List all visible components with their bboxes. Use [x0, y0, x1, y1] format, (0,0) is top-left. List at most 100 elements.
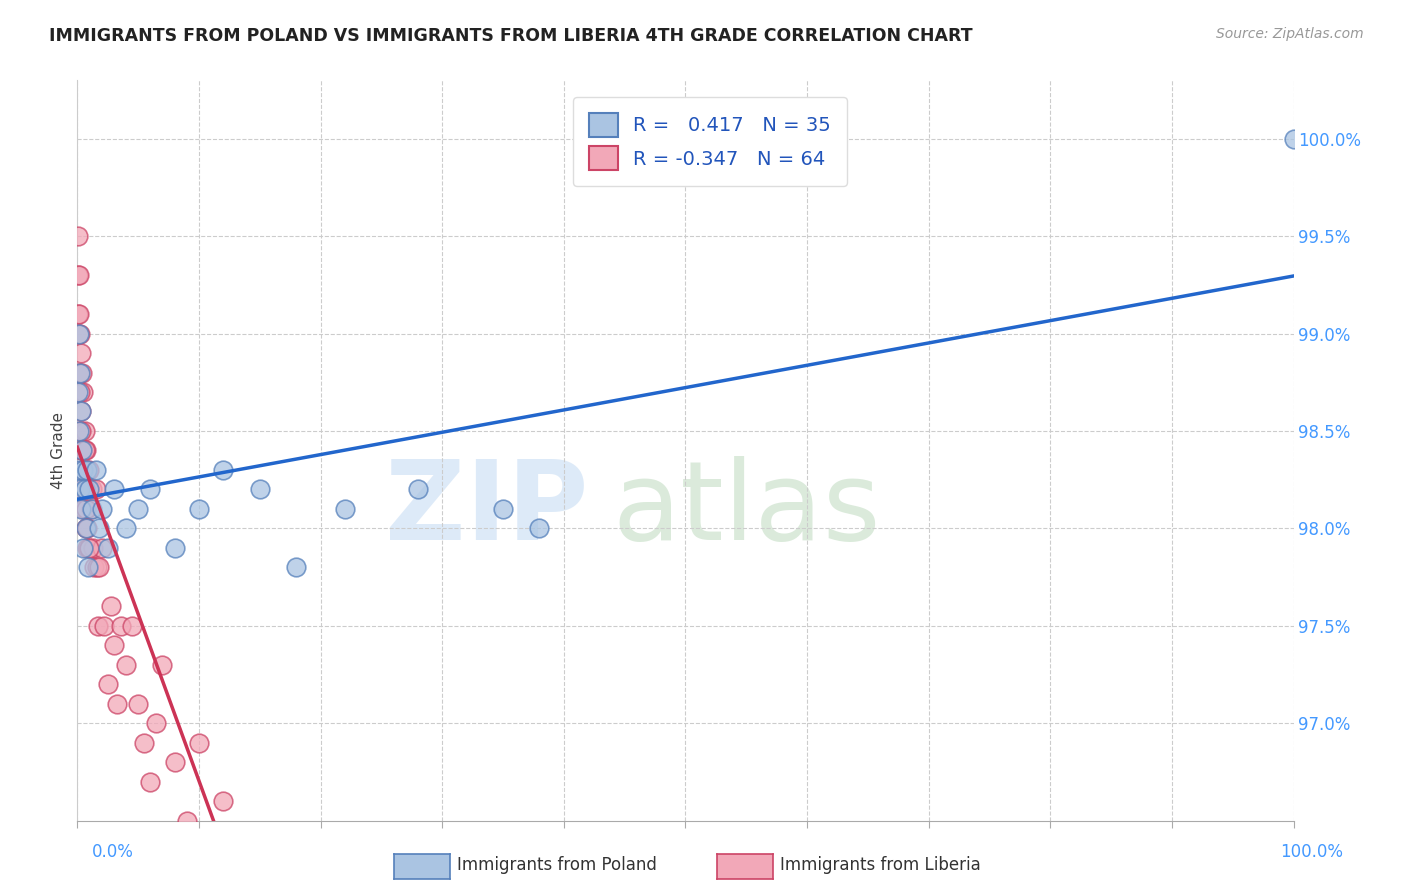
Point — [70, 443, 93, 458]
Point — [212, 794, 235, 808]
Point — [70, 443, 93, 458]
Point — [176, 814, 198, 828]
Point — [73, 483, 96, 497]
Point — [72, 463, 94, 477]
Text: ZIP: ZIP — [385, 456, 588, 563]
Point — [84, 483, 107, 497]
Point — [100, 599, 122, 614]
Point — [66, 229, 89, 244]
Y-axis label: 4th Grade: 4th Grade — [51, 412, 66, 489]
Point — [67, 366, 90, 380]
Point — [127, 502, 149, 516]
Point — [82, 541, 104, 555]
Point — [79, 541, 101, 555]
Point — [66, 268, 89, 282]
Point — [406, 483, 429, 497]
Point — [97, 541, 120, 555]
Text: Immigrants from Poland: Immigrants from Poland — [457, 856, 657, 874]
Point — [67, 307, 90, 321]
Point — [529, 521, 551, 535]
Point — [72, 384, 94, 399]
Point — [84, 463, 107, 477]
Legend: R =   0.417   N = 35, R = -0.347   N = 64: R = 0.417 N = 35, R = -0.347 N = 64 — [574, 97, 846, 186]
Point — [67, 307, 90, 321]
Point — [90, 502, 112, 516]
Point — [77, 483, 100, 497]
Point — [72, 443, 94, 458]
Point — [89, 521, 111, 535]
Point — [69, 424, 91, 438]
Point — [69, 384, 91, 399]
Point — [249, 483, 271, 497]
Point — [89, 560, 111, 574]
Point — [188, 736, 211, 750]
Point — [70, 404, 93, 418]
Point — [80, 502, 103, 516]
Point — [1282, 132, 1305, 146]
Text: 100.0%: 100.0% — [1279, 843, 1343, 861]
Point — [86, 560, 108, 574]
Point — [236, 853, 259, 867]
Point — [69, 483, 91, 497]
Point — [75, 502, 97, 516]
Point — [83, 560, 105, 574]
Point — [79, 541, 101, 555]
Point — [333, 502, 356, 516]
Point — [73, 424, 96, 438]
Point — [73, 483, 96, 497]
Point — [107, 697, 129, 711]
Point — [72, 541, 94, 555]
Point — [285, 560, 308, 574]
Point — [73, 443, 96, 458]
Point — [87, 619, 110, 633]
Point — [75, 443, 97, 458]
Text: atlas: atlas — [613, 456, 882, 563]
Point — [492, 502, 515, 516]
Point — [75, 521, 97, 535]
Point — [97, 677, 120, 691]
Point — [188, 502, 211, 516]
Point — [115, 521, 138, 535]
Point — [72, 483, 94, 497]
Point — [76, 463, 98, 477]
Point — [69, 366, 91, 380]
Text: IMMIGRANTS FROM POLAND VS IMMIGRANTS FROM LIBERIA 4TH GRADE CORRELATION CHART: IMMIGRANTS FROM POLAND VS IMMIGRANTS FRO… — [49, 27, 973, 45]
Point — [70, 463, 93, 477]
Point — [80, 483, 103, 497]
Point — [76, 541, 98, 555]
Point — [80, 502, 103, 516]
Point — [139, 774, 162, 789]
Point — [69, 366, 91, 380]
Point — [72, 502, 94, 516]
Point — [79, 483, 101, 497]
Point — [67, 463, 90, 477]
Point — [67, 326, 90, 341]
Text: Source: ZipAtlas.com: Source: ZipAtlas.com — [1216, 27, 1364, 41]
Point — [145, 716, 167, 731]
Point — [66, 384, 89, 399]
Point — [75, 521, 97, 535]
Point — [110, 619, 132, 633]
Point — [70, 346, 93, 360]
Point — [67, 268, 90, 282]
Point — [163, 541, 186, 555]
Point — [139, 483, 162, 497]
Point — [127, 697, 149, 711]
Point — [134, 736, 156, 750]
Point — [76, 521, 98, 535]
Point — [212, 463, 235, 477]
Point — [90, 541, 112, 555]
Point — [79, 463, 101, 477]
Point — [67, 326, 90, 341]
Point — [70, 443, 93, 458]
Point — [152, 657, 174, 672]
Point — [163, 755, 186, 769]
Point — [115, 657, 138, 672]
Point — [121, 619, 143, 633]
Point — [67, 424, 90, 438]
Point — [93, 619, 115, 633]
Point — [70, 404, 93, 418]
Point — [103, 638, 125, 652]
Point — [69, 326, 91, 341]
Point — [76, 463, 98, 477]
